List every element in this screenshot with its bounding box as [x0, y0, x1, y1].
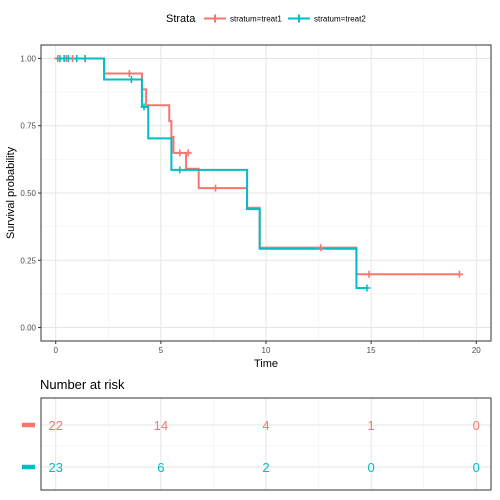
legend: Strata stratum=treat1 stratum=treat2	[166, 13, 366, 25]
survival-curve-series-2	[55, 57, 367, 289]
risk-count-row-1: 0	[473, 418, 480, 433]
censor-marks	[54, 54, 463, 292]
plot-panel	[40, 44, 492, 342]
risk-count-row-2: 6	[157, 460, 164, 475]
x-tick-label: 15	[367, 346, 376, 355]
y-tick-label: 0.00	[20, 324, 36, 333]
risk-table-strata-keys	[22, 422, 35, 470]
x-tick-label: 20	[472, 346, 481, 355]
risk-count-row-1: 14	[154, 418, 168, 433]
risk-table-border	[40, 397, 492, 491]
censor-mark-series-1	[125, 70, 133, 78]
y-tick-label: 0.25	[20, 256, 36, 265]
legend-label-treat2: stratum=treat2	[314, 15, 366, 24]
risk-table-title: Number at risk	[40, 377, 125, 392]
x-tick-label: 5	[159, 346, 164, 355]
censor-mark-series-2	[363, 284, 371, 292]
x-axis-title: Time	[254, 358, 278, 370]
censor-mark-series-1	[317, 244, 325, 252]
survival-curves	[55, 57, 460, 289]
censor-mark-series-2	[176, 166, 184, 174]
legend-title: Strata	[166, 13, 196, 25]
y-tick-label: 1.00	[20, 54, 36, 63]
legend-label-treat1: stratum=treat1	[230, 15, 282, 24]
risk-table-panel: 22 14 4 1 0 23 6 2 0 0	[40, 397, 492, 491]
censor-mark-series-2	[64, 54, 72, 62]
risk-count-row-1: 4	[262, 418, 269, 433]
censor-mark-series-1	[184, 149, 192, 157]
risk-count-row-1: 1	[368, 418, 375, 433]
risk-count-row-2: 0	[473, 460, 480, 475]
risk-count-row-2: 23	[48, 460, 62, 475]
censor-mark-series-1	[212, 184, 220, 192]
y-tick-label: 0.50	[20, 189, 36, 198]
y-axis-title: Survival probability	[5, 146, 17, 239]
y-axis-ticks: 0.00 0.25 0.50 0.75 1.00	[20, 54, 41, 333]
risk-table-grid	[41, 398, 491, 490]
censor-mark-series-2	[140, 103, 148, 111]
censor-mark-series-2	[127, 75, 135, 83]
risk-count-row-2: 0	[368, 460, 375, 475]
censor-mark-series-2	[73, 54, 81, 62]
censor-mark-series-1	[455, 270, 463, 278]
x-axis-ticks: 0 5 10 15 20	[53, 341, 481, 355]
grid-major	[41, 45, 491, 341]
censor-mark-series-2	[81, 54, 89, 62]
y-tick-label: 0.75	[20, 122, 36, 131]
censor-mark-series-1	[365, 270, 373, 278]
censor-mark-series-1	[176, 149, 184, 157]
risk-count-row-2: 2	[262, 460, 269, 475]
risk-table-numbers: 22 14 4 1 0 23 6 2 0 0	[48, 418, 479, 475]
risk-count-row-1: 22	[48, 418, 62, 433]
x-tick-label: 10	[262, 346, 271, 355]
x-tick-label: 0	[53, 346, 58, 355]
